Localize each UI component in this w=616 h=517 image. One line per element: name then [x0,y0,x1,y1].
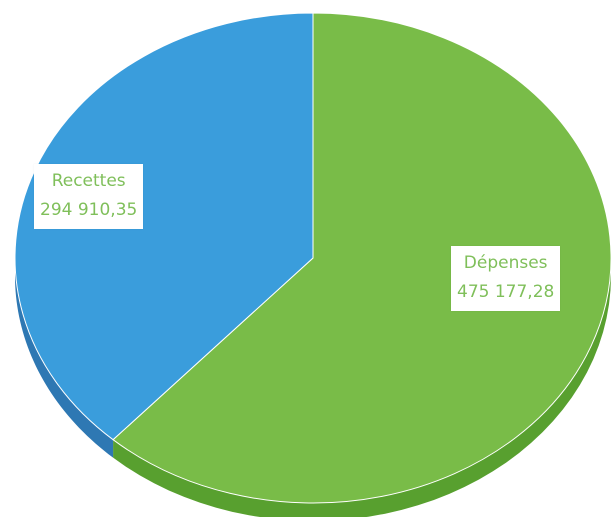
data-label-name: Recettes [51,171,126,191]
pie-slice-depenses [112,12,612,504]
data-label-value: 294 910,35 [40,200,138,220]
pie-side-recettes [15,258,114,458]
data-label-depenses: Dépenses 475 177,28 [451,246,561,311]
data-label-recettes: Recettes 294 910,35 [34,164,144,229]
data-label-name: Dépenses [463,253,548,273]
data-label-value: 475 177,28 [457,282,555,302]
